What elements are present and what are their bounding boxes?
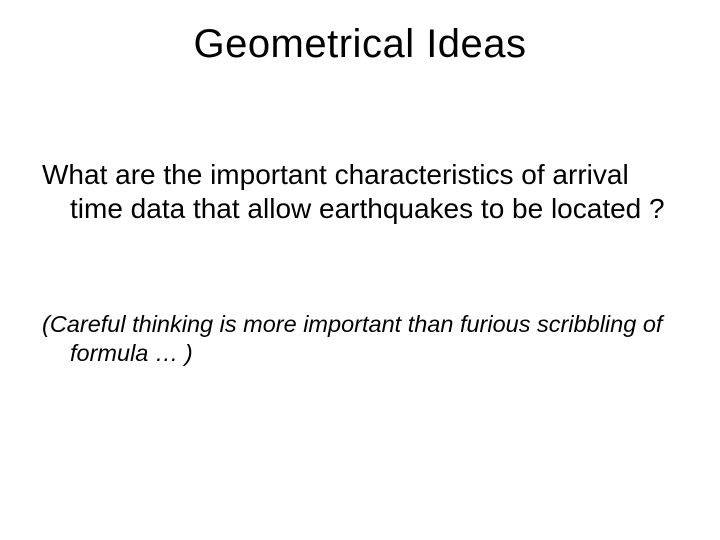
- slide: Geometrical Ideas What are the important…: [0, 0, 720, 540]
- body-paragraph-1-text: What are the important characteristics o…: [42, 158, 670, 226]
- slide-title: Geometrical Ideas: [0, 22, 720, 67]
- body-paragraph-2: (Careful thinking is more important than…: [42, 310, 678, 367]
- body-paragraph-2-text: (Careful thinking is more important than…: [42, 310, 678, 367]
- body-paragraph-1: What are the important characteristics o…: [42, 158, 670, 226]
